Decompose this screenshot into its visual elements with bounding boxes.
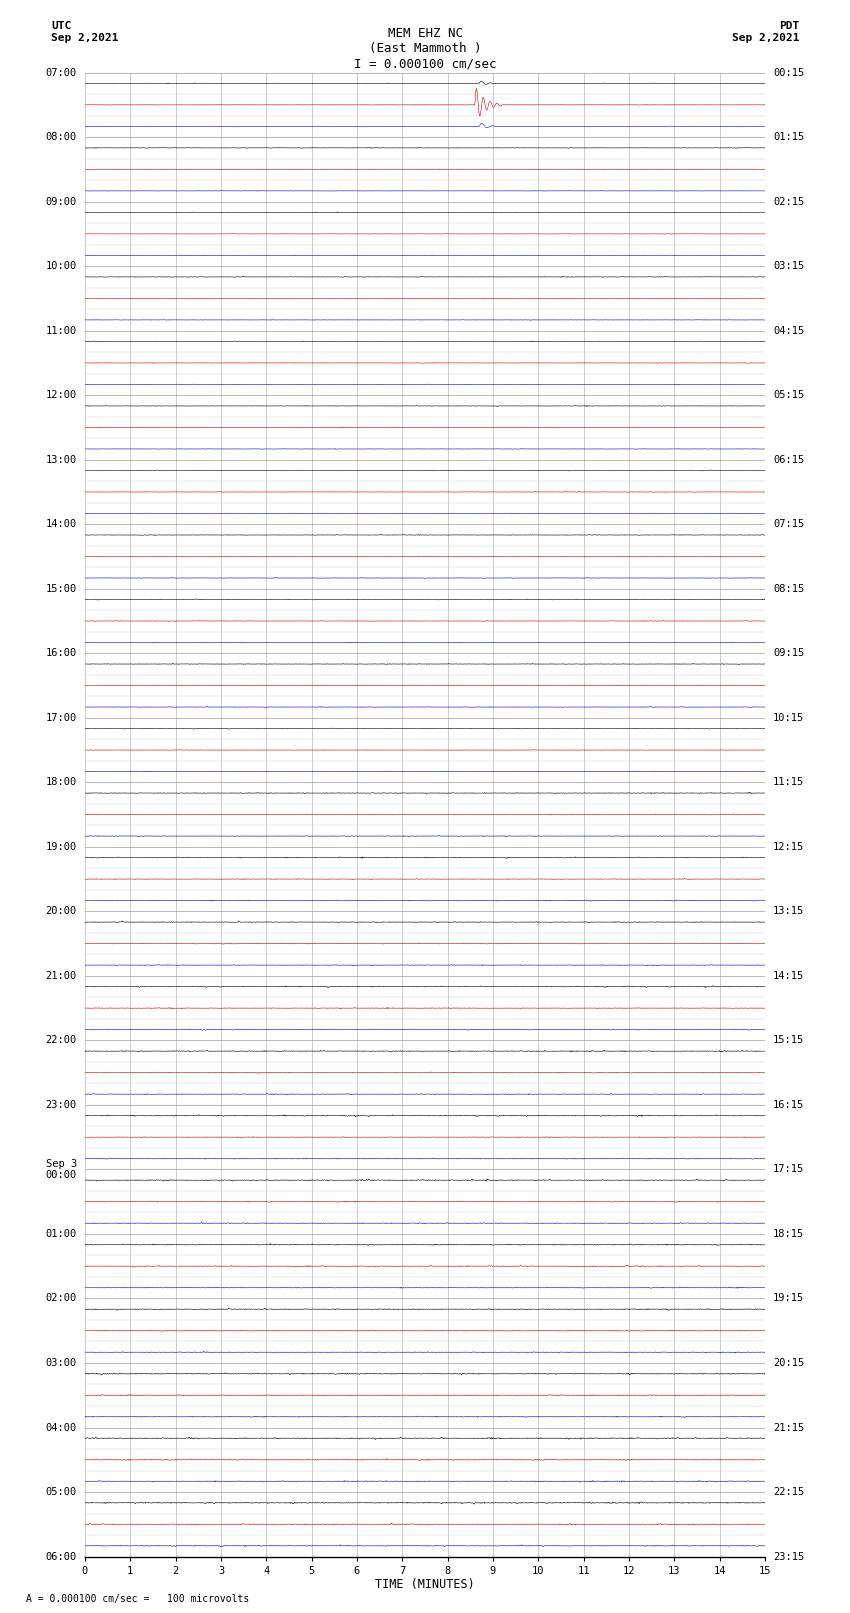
Text: 14:15: 14:15	[774, 971, 804, 981]
Text: 03:15: 03:15	[774, 261, 804, 271]
Text: 17:00: 17:00	[46, 713, 76, 723]
Text: UTC
Sep 2,2021: UTC Sep 2,2021	[51, 21, 118, 44]
Text: 08:15: 08:15	[774, 584, 804, 594]
Text: 02:15: 02:15	[774, 197, 804, 206]
Text: 07:00: 07:00	[46, 68, 76, 77]
Title: MEM EHZ NC
(East Mammoth )
I = 0.000100 cm/sec: MEM EHZ NC (East Mammoth ) I = 0.000100 …	[354, 27, 496, 69]
Text: 10:00: 10:00	[46, 261, 76, 271]
Text: 01:15: 01:15	[774, 132, 804, 142]
Text: 12:15: 12:15	[774, 842, 804, 852]
Text: 14:00: 14:00	[46, 519, 76, 529]
Text: 22:15: 22:15	[774, 1487, 804, 1497]
Text: 01:00: 01:00	[46, 1229, 76, 1239]
Text: 05:00: 05:00	[46, 1487, 76, 1497]
Text: 20:15: 20:15	[774, 1358, 804, 1368]
Text: 06:00: 06:00	[46, 1552, 76, 1561]
Text: 07:15: 07:15	[774, 519, 804, 529]
Text: 17:15: 17:15	[774, 1165, 804, 1174]
Text: 11:15: 11:15	[774, 777, 804, 787]
Text: 08:00: 08:00	[46, 132, 76, 142]
Text: 04:15: 04:15	[774, 326, 804, 336]
Text: 22:00: 22:00	[46, 1036, 76, 1045]
Text: 13:15: 13:15	[774, 907, 804, 916]
Text: 00:15: 00:15	[774, 68, 804, 77]
Text: 16:15: 16:15	[774, 1100, 804, 1110]
X-axis label: TIME (MINUTES): TIME (MINUTES)	[375, 1579, 475, 1592]
Text: 23:00: 23:00	[46, 1100, 76, 1110]
Text: 13:00: 13:00	[46, 455, 76, 465]
Text: 18:00: 18:00	[46, 777, 76, 787]
Text: 10:15: 10:15	[774, 713, 804, 723]
Text: A = 0.000100 cm/sec =   100 microvolts: A = 0.000100 cm/sec = 100 microvolts	[26, 1594, 249, 1603]
Text: 21:00: 21:00	[46, 971, 76, 981]
Text: 20:00: 20:00	[46, 907, 76, 916]
Text: 04:00: 04:00	[46, 1423, 76, 1432]
Text: 16:00: 16:00	[46, 648, 76, 658]
Text: 19:00: 19:00	[46, 842, 76, 852]
Text: 15:00: 15:00	[46, 584, 76, 594]
Text: 06:15: 06:15	[774, 455, 804, 465]
Text: 09:15: 09:15	[774, 648, 804, 658]
Text: 19:15: 19:15	[774, 1294, 804, 1303]
Text: PDT
Sep 2,2021: PDT Sep 2,2021	[732, 21, 799, 44]
Text: 15:15: 15:15	[774, 1036, 804, 1045]
Text: 09:00: 09:00	[46, 197, 76, 206]
Text: 23:15: 23:15	[774, 1552, 804, 1561]
Text: 11:00: 11:00	[46, 326, 76, 336]
Text: 02:00: 02:00	[46, 1294, 76, 1303]
Text: 05:15: 05:15	[774, 390, 804, 400]
Text: 12:00: 12:00	[46, 390, 76, 400]
Text: Sep 3
00:00: Sep 3 00:00	[46, 1158, 76, 1181]
Text: 03:00: 03:00	[46, 1358, 76, 1368]
Text: 18:15: 18:15	[774, 1229, 804, 1239]
Text: 21:15: 21:15	[774, 1423, 804, 1432]
